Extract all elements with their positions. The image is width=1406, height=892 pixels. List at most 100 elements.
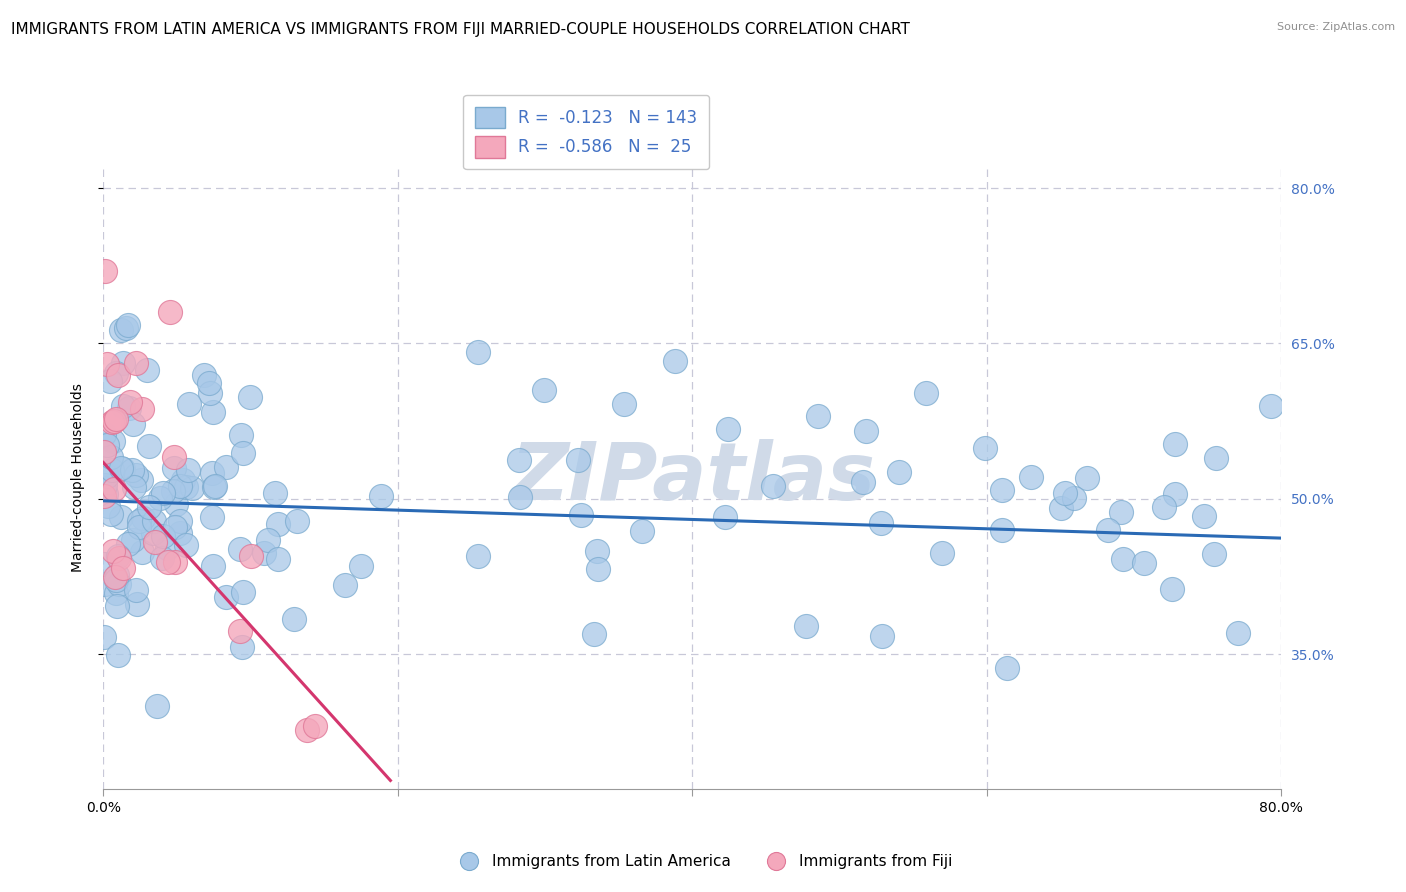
Point [467,345,489,359]
Point [122,417,145,432]
Point [1161,582,1184,597]
Point [200,467,222,481]
Point [333,578,356,592]
Text: ZIPatlas: ZIPatlas [510,439,875,517]
Point [177,397,200,411]
Point [231,640,253,655]
Point [107,648,129,662]
Point [93,481,115,495]
Point [931,546,953,560]
Point [142,525,165,540]
Point [93,631,115,645]
Point [583,627,606,641]
Point [253,546,276,560]
Point [105,599,128,614]
Point [631,524,654,538]
Point [807,409,830,423]
Point [163,460,186,475]
Point [93,489,115,503]
Point [889,465,911,479]
Point [231,427,253,442]
Point [107,549,129,563]
Point [1164,487,1187,501]
Point [177,463,200,477]
Point [125,582,148,597]
Point [613,397,636,411]
Point [1109,504,1132,518]
Point [508,453,530,467]
Point [110,323,132,337]
Point [93,478,115,492]
Point [232,446,254,460]
Point [163,450,186,465]
Point [117,318,139,333]
Point [264,486,287,500]
Point [762,479,785,493]
Point [1260,399,1282,413]
Point [128,520,150,534]
Point [1204,547,1226,561]
Point [111,399,134,413]
Point [915,386,938,401]
Point [96,468,118,483]
Point [664,354,686,368]
Point [117,537,139,551]
Point [156,555,179,569]
Point [110,510,132,524]
Point [101,462,124,476]
Point [150,550,173,565]
Point [104,570,127,584]
Point [105,573,128,587]
Point [131,511,153,525]
Point [146,698,169,713]
Point [107,577,129,591]
Point [94,576,117,591]
Point [165,519,187,533]
Point [201,510,224,524]
Point [159,305,181,319]
Point [100,450,122,465]
Point [125,467,148,482]
Point [215,460,238,475]
Point [118,401,141,415]
Text: Source: ZipAtlas.com: Source: ZipAtlas.com [1277,22,1395,32]
Point [169,514,191,528]
Point [215,590,238,604]
Point [118,394,141,409]
Point [107,568,129,582]
Point [586,562,609,576]
Point [115,321,138,335]
Point [128,514,150,528]
Point [1050,501,1073,516]
Point [870,629,893,643]
Point [107,368,129,383]
Point [283,611,305,625]
Point [121,533,143,547]
Point [101,415,124,429]
Point [103,482,125,496]
Point [93,264,115,278]
Point [714,509,737,524]
Point [509,490,531,504]
Y-axis label: Married-couple Households: Married-couple Households [72,384,86,573]
Point [100,508,122,522]
Point [198,376,221,391]
Text: IMMIGRANTS FROM LATIN AMERICA VS IMMIGRANTS FROM FIJI MARRIED-COUPLE HOUSEHOLDS : IMMIGRANTS FROM LATIN AMERICA VS IMMIGRA… [11,22,910,37]
Point [149,491,172,505]
Legend: Immigrants from Latin America, Immigrants from Fiji: Immigrants from Latin America, Immigrant… [447,848,959,875]
Point [143,534,166,549]
Point [152,528,174,542]
Point [973,441,995,455]
Point [991,483,1014,497]
Point [851,475,873,489]
Point [103,414,125,428]
Point [1019,470,1042,484]
Point [202,480,225,494]
Point [266,552,288,566]
Point [93,426,115,441]
Point [127,598,149,612]
Point [870,516,893,530]
Point [232,585,254,599]
Point [1133,556,1156,570]
Point [122,479,145,493]
